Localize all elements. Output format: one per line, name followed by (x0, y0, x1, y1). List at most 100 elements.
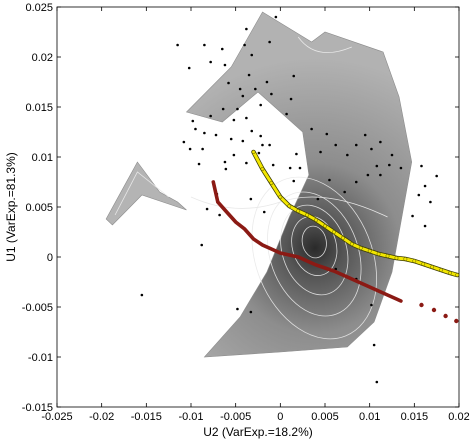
scatter-point (250, 53, 254, 57)
scatter-point (295, 152, 298, 156)
scatter-point (334, 143, 338, 147)
surface-main (185, 11, 413, 358)
y-tick-labels: -0.015 -0.01 -0.005 0 0.005 0.01 0.015 0.02 0.02… (22, 2, 53, 414)
series-yellow-marker (305, 213, 310, 217)
scatter-point (176, 43, 179, 47)
series-yellow-marker (269, 181, 274, 185)
y-tick-label: 0.025 (25, 2, 53, 14)
scatter-point (249, 197, 253, 201)
scatter-point (188, 147, 192, 151)
scatter-point (268, 40, 271, 44)
scatter-point (288, 166, 292, 170)
scatter-point (429, 200, 432, 204)
scatter-point (200, 243, 204, 247)
scatter-point (270, 92, 273, 96)
scatter-point (187, 66, 191, 70)
scatter-point (205, 207, 209, 211)
scatter-point (232, 153, 236, 157)
scatter-point (390, 153, 394, 157)
series-yellow-marker (412, 259, 417, 263)
scatter-point (274, 15, 278, 19)
scatter-point (218, 213, 221, 217)
x-tick-label: 0.015 (401, 411, 429, 423)
scatter-point (292, 74, 296, 78)
scatter-point (375, 380, 379, 384)
scatter-point (209, 60, 212, 64)
scatter-point (346, 153, 349, 157)
scatter-point (241, 139, 245, 143)
scatter-point (435, 174, 438, 178)
scatter-point (370, 147, 373, 151)
scatter-point (423, 184, 427, 188)
series-yellow-marker (358, 246, 363, 250)
series-red-tail-point (454, 318, 459, 324)
axis-ticks (56, 6, 460, 408)
series-yellow-marker (251, 150, 256, 154)
series-yellow-marker (323, 224, 327, 228)
scatter-point (354, 180, 358, 184)
contour-ring (251, 176, 377, 340)
scatter-point (370, 303, 373, 307)
scatter-point (343, 190, 346, 194)
surface-left-v (105, 161, 187, 226)
scatter-point (221, 107, 225, 111)
scatter-point (257, 151, 261, 155)
scatter-point (292, 179, 296, 183)
scatter-point (354, 143, 358, 147)
scatter-point (423, 224, 427, 228)
scatter-point (265, 80, 269, 84)
scatter-point (236, 307, 239, 311)
scatter-point (220, 47, 224, 51)
scatter-point (372, 343, 376, 347)
scatter-point (363, 133, 367, 137)
scatter-point (254, 87, 257, 91)
scatter-point (379, 173, 382, 177)
series-red-tail-point (419, 302, 424, 308)
scatter-point (197, 162, 201, 166)
series-red-tail-point (443, 313, 448, 319)
y-tick-label: 0.01 (32, 152, 53, 164)
series-yellow-marker (278, 195, 283, 199)
series-yellow-marker (394, 256, 399, 260)
series-yellow-marker (385, 254, 390, 258)
x-tick-label: -0.025 (41, 411, 72, 423)
scatter-point (411, 214, 414, 218)
scatter-point (379, 140, 382, 144)
series-yellow-marker (430, 265, 435, 269)
scatter-point (203, 131, 206, 135)
scatter-point (319, 150, 322, 154)
scatter-point (316, 197, 320, 201)
x-axis-title: U2 (VarExp.=18.2%) (203, 425, 313, 439)
scatter-point (366, 173, 370, 177)
contour-surfaces (105, 11, 413, 358)
x-tick-label: -0.02 (89, 411, 114, 423)
scatter-point (328, 178, 331, 182)
scatter-point (310, 127, 313, 131)
scatter-point (241, 94, 245, 98)
scatter-point (182, 140, 186, 144)
series-yellow-marker (349, 242, 354, 246)
scatter-point (259, 103, 262, 107)
scatter-point (375, 164, 379, 168)
series-red-line (211, 180, 403, 303)
scatter-point (191, 119, 195, 123)
x-tick-label: -0.01 (178, 411, 203, 423)
x-tick-label: -0.005 (220, 411, 251, 423)
scatter-point (289, 97, 293, 101)
x-tick-label: -0.015 (131, 411, 162, 423)
scatter-point (247, 73, 251, 77)
scatter-point (238, 87, 242, 91)
scatter-point (250, 129, 254, 133)
y-tick-label: 0.005 (25, 202, 53, 214)
scatter-point (285, 112, 288, 116)
scatter-point (229, 137, 233, 141)
y-tick-label: -0.015 (22, 402, 53, 414)
scatter-point (243, 43, 246, 47)
series-yellow-marker (376, 252, 381, 256)
scatter-point (245, 27, 248, 31)
contour-ring (267, 191, 362, 317)
y-axis-title: U1 (VarExp.=81.3%) (4, 152, 18, 262)
series-yellow-marker (421, 262, 426, 266)
scatter-point (224, 167, 228, 171)
scatter-point (201, 147, 204, 151)
